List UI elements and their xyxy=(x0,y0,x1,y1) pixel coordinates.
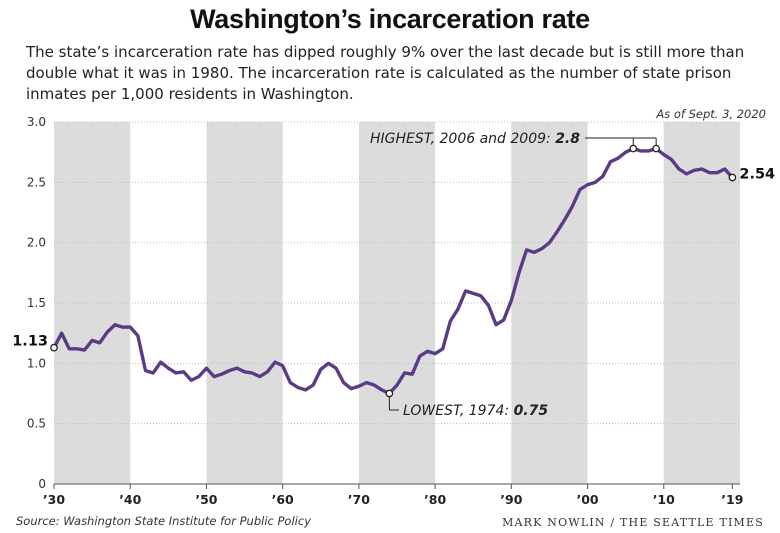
x-tick-label: ’40 xyxy=(119,492,141,507)
annotations: 1.13 2.54 HIGHEST, 2006 and 2009: 2.8 LOWES… xyxy=(12,131,775,419)
x-tick-label: ’19 xyxy=(721,492,743,507)
y-tick-label: 1.5 xyxy=(27,296,46,310)
x-tick-label: ’30 xyxy=(43,492,65,507)
lowest-annotation: LOWEST, 1974: 0.75 xyxy=(403,403,548,419)
highest-point-marker xyxy=(629,144,638,153)
y-tick-label: 3.0 xyxy=(27,115,46,129)
y-tick-label: 2.0 xyxy=(27,236,46,250)
y-tick-label: 1.0 xyxy=(27,356,46,370)
x-tick-label: ’50 xyxy=(195,492,217,507)
decade-band xyxy=(206,122,283,484)
source-note: Source: Washington State Institute for P… xyxy=(16,514,311,528)
x-tick-label: ’80 xyxy=(424,492,446,507)
x-tick-label: ’60 xyxy=(272,492,294,507)
y-tick-label: 0 xyxy=(38,477,46,491)
as-of-date: As of Sept. 3, 2020 xyxy=(656,107,766,121)
highest-annotation: HIGHEST, 2006 and 2009: 2.8 xyxy=(370,131,580,147)
start-point-marker xyxy=(50,343,58,352)
y-tick-label: 2.5 xyxy=(27,175,46,189)
x-tick-label: ’00 xyxy=(576,492,598,507)
y-axis-ticks: 0 0.5 1.0 1.5 2.0 2.5 3.0 xyxy=(27,115,46,491)
chart-title: Washington’s incarceration rate xyxy=(190,4,590,34)
x-tick-label: ’70 xyxy=(348,492,370,507)
series-lines xyxy=(52,146,735,396)
credit-line: MARK NOWLIN / THE SEATTLE TIMES xyxy=(502,516,764,529)
end-point-marker xyxy=(728,173,737,182)
y-tick-label: 0.5 xyxy=(27,417,46,431)
x-axis-ticks: ’30 ’40 ’50 ’60 ’70 ’80 ’90 ’00 ’10 ’19 xyxy=(43,484,743,507)
highest-point-marker xyxy=(652,144,661,153)
lowest-point-marker xyxy=(385,389,394,398)
end-value-label: 2.54 xyxy=(739,167,775,183)
decade-band xyxy=(663,122,740,484)
chart-subtitle: The state’s incarceration rate has dippe… xyxy=(26,43,745,103)
start-value-label: 1.13 xyxy=(12,334,48,350)
gridlines xyxy=(54,121,740,425)
series-line xyxy=(52,146,735,396)
x-tick-label: ’10 xyxy=(653,492,675,507)
decade-band xyxy=(54,122,131,484)
x-tick-label: ’90 xyxy=(500,492,522,507)
